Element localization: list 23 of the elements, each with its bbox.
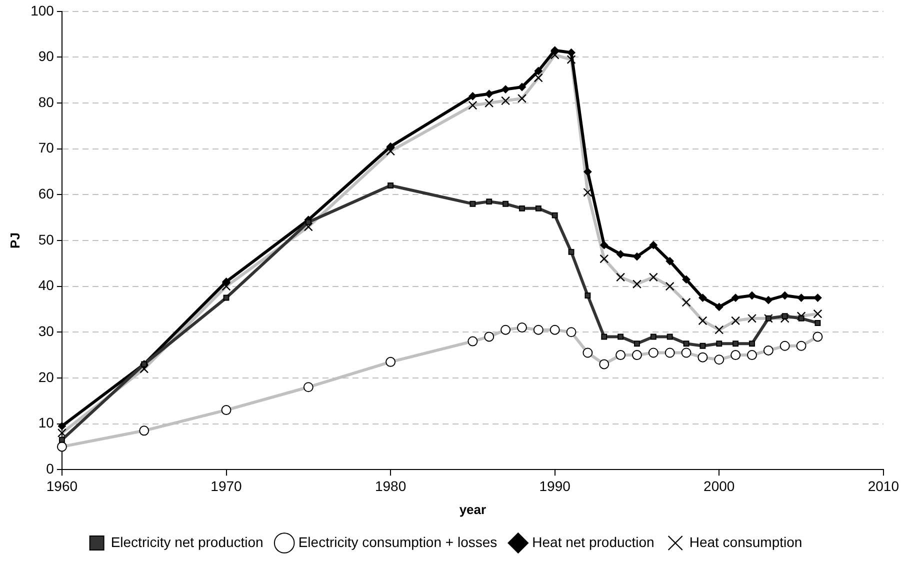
y-tick-label: 20 [38,368,54,385]
y-tick-label: 40 [38,277,54,294]
legend-label: Heat net production [532,534,654,550]
y-tick-label: 90 [38,48,54,64]
y-tick-label: 30 [38,323,54,339]
x-axis-title: year [459,502,486,517]
y-tick-label: 70 [38,140,54,156]
y-tick-label: 100 [30,2,54,18]
x-tick-label: 2000 [704,478,735,494]
y-tick-label: 0 [46,460,54,476]
x-tick-label: 1960 [46,478,78,494]
x-tick-label: 1990 [539,478,571,494]
y-tick-label: 50 [38,231,54,248]
x-tick-label: 2010 [868,478,900,494]
x-tick-label: 1980 [374,478,406,494]
y-tick-label: 80 [38,94,54,110]
y-axis-title: PJ [7,232,22,248]
y-tick-label: 60 [38,186,54,202]
legend-label: Heat consumption [689,534,802,550]
legend-label: Electricity consumption + losses [298,534,498,550]
x-tick-label: 1970 [210,478,242,494]
y-tick-label: 10 [38,414,54,431]
legend-label: Electricity net production [110,534,264,550]
